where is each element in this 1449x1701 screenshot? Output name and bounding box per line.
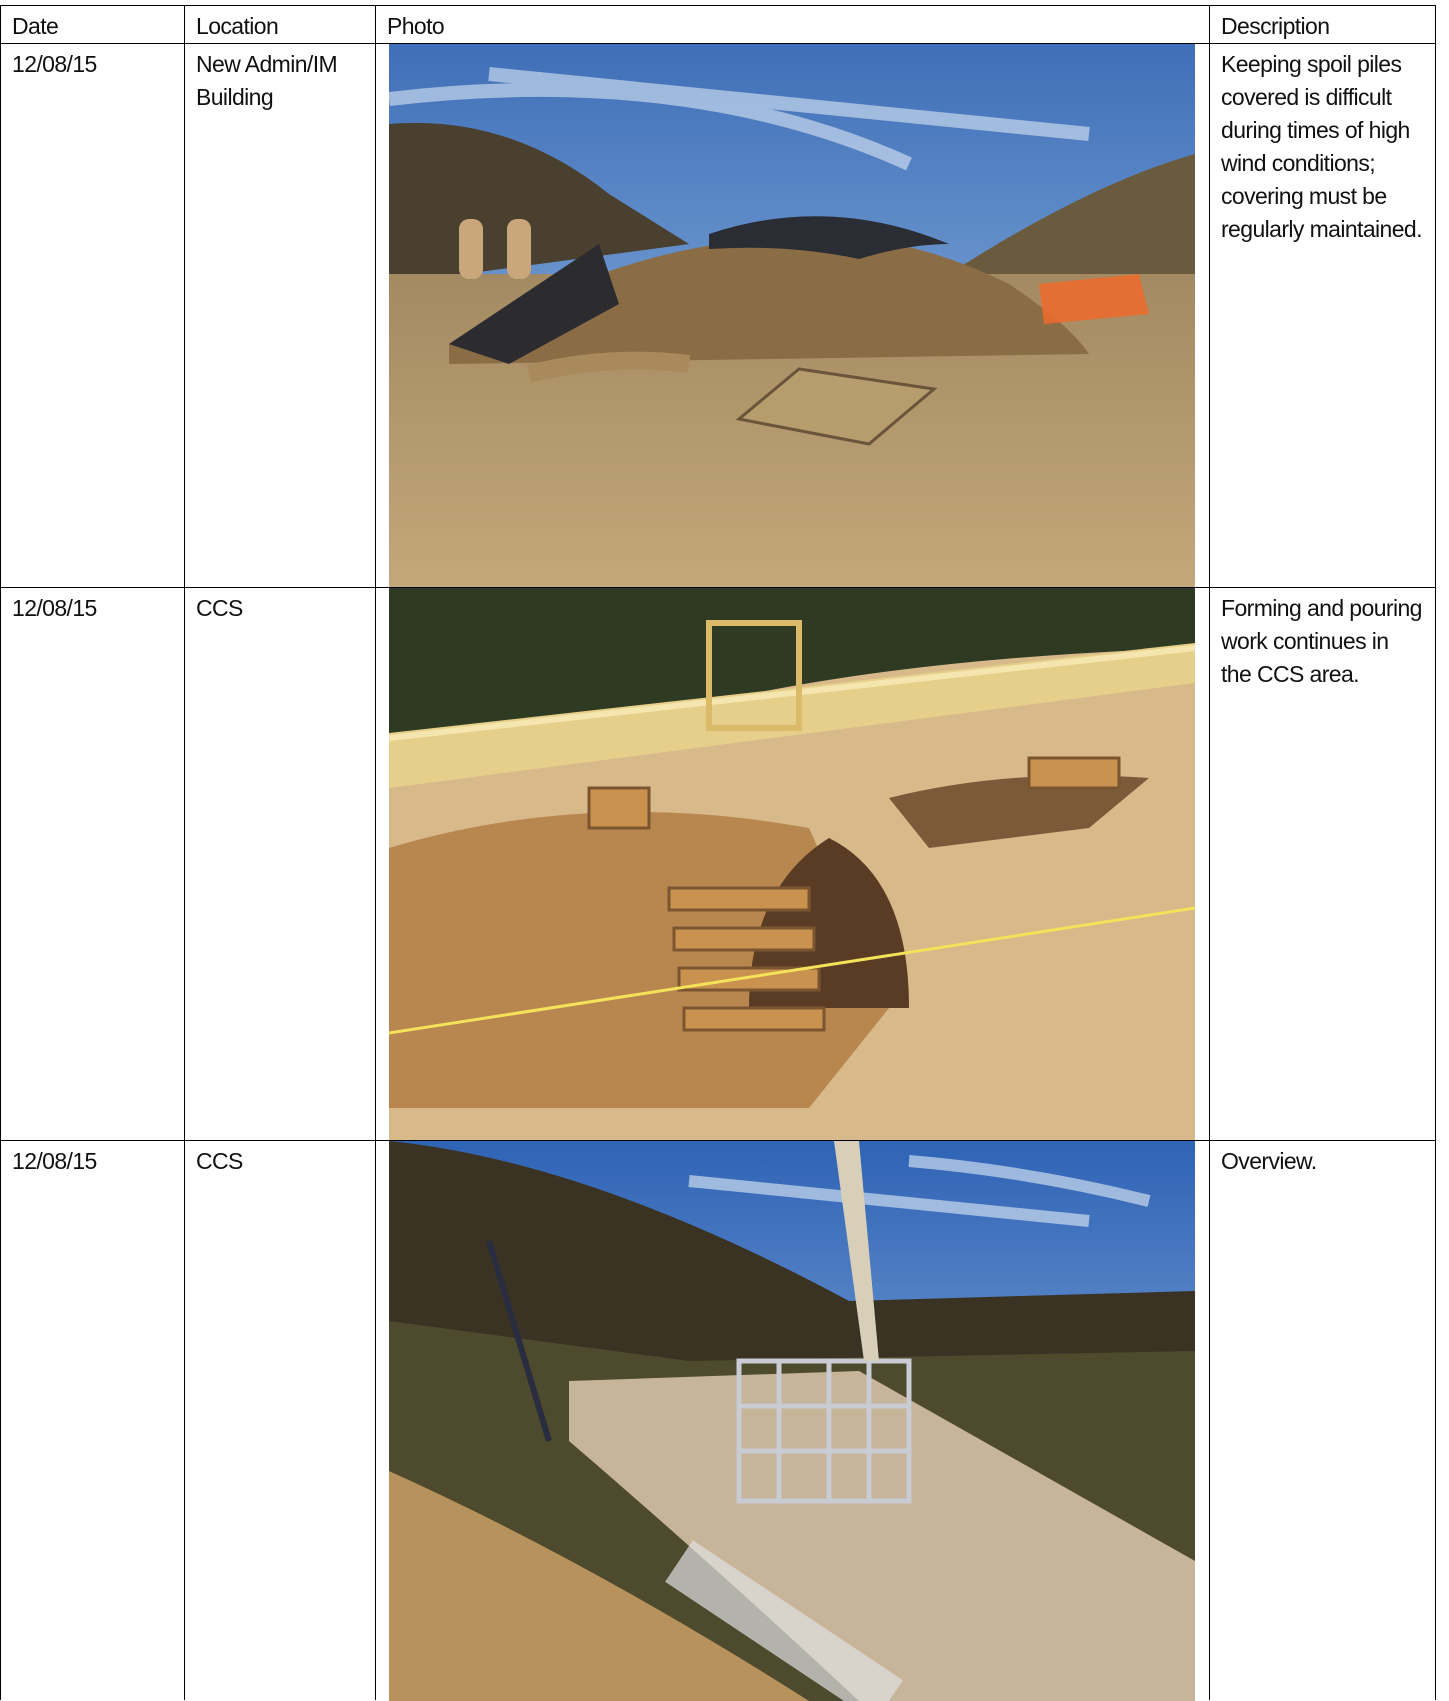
photo	[389, 1141, 1195, 1701]
header-text: Photo	[387, 13, 445, 39]
photo-cell	[375, 587, 1209, 1140]
header-text: Location	[196, 13, 279, 39]
location-cell: CCS	[184, 587, 375, 1140]
date: 12/08/15	[12, 51, 97, 77]
location-cell: CCS	[184, 1140, 375, 1700]
date-cell: 12/08/15	[0, 43, 184, 587]
header-cell: Photo	[375, 5, 1209, 43]
description-cell: Overview.	[1209, 1140, 1436, 1700]
photo-cell	[375, 1140, 1209, 1701]
photo	[389, 588, 1195, 1140]
date-cell: 12/08/15	[0, 1140, 184, 1700]
description-cell: Forming and pouring work continues in th…	[1209, 587, 1436, 1140]
photo	[389, 44, 1195, 587]
header-cell: Location	[184, 5, 375, 43]
location: CCS	[196, 1148, 243, 1174]
description: Keeping spoil piles covered is difficult…	[1221, 51, 1423, 242]
header-cell: Description	[1209, 5, 1436, 43]
date-cell: 12/08/15	[0, 587, 184, 1140]
location: CCS	[196, 595, 243, 621]
location-cell: New Admin/IM Building	[184, 43, 375, 587]
header-text: Description	[1221, 13, 1330, 39]
header-cell: Date	[0, 5, 184, 43]
date: 12/08/15	[12, 595, 97, 621]
description: Overview.	[1221, 1148, 1317, 1174]
description: Forming and pouring work continues in th…	[1221, 595, 1422, 687]
photo-cell	[375, 43, 1209, 587]
location: New Admin/IM Building	[196, 51, 338, 110]
date: 12/08/15	[12, 1148, 97, 1174]
description-cell: Keeping spoil piles covered is difficult…	[1209, 43, 1436, 587]
header-text: Date	[12, 13, 59, 39]
